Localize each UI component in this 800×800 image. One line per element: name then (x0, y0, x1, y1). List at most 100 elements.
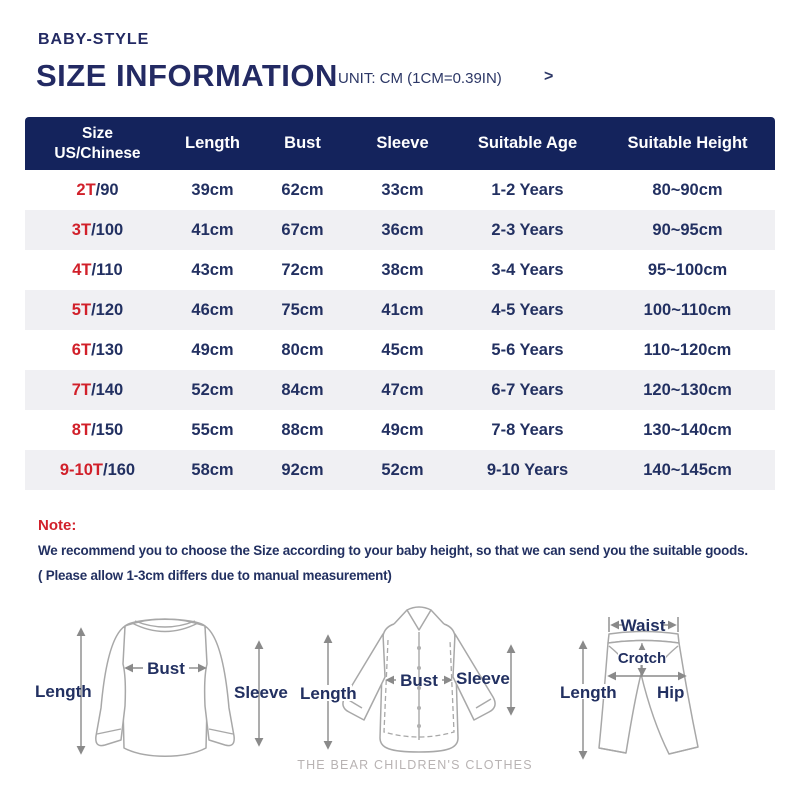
size-cn-label: /110 (91, 260, 123, 279)
pants-measure-diagram: Waist Crotch Hip Length (559, 616, 699, 760)
cell-height: 90~95cm (652, 220, 723, 239)
header-cell-sleeve: Sleeve (376, 134, 429, 152)
cell-height: 100~110cm (643, 300, 732, 319)
cell-bust: 80cm (281, 340, 324, 359)
cell-height: 140~145cm (643, 460, 732, 479)
pants-hip-label: Hip (657, 683, 684, 702)
table-row: 5T/120 46cm 75cm 41cm 4-5 Years 100~110c… (25, 290, 775, 330)
cell-length: 41cm (191, 220, 234, 239)
size-cn-label: /140 (91, 380, 124, 399)
brand-watermark: THE BEAR CHILDREN'S CLOTHES (297, 758, 533, 772)
shirt-drawing (342, 606, 496, 753)
cell-size: 3T/100 (25, 221, 170, 240)
size-us-label: 2T (76, 180, 96, 199)
cell-height: 120~130cm (643, 380, 732, 399)
size-us-label: 4T (72, 260, 92, 279)
note-line-1: We recommend you to choose the Size acco… (38, 543, 748, 558)
pants-waist-label: Waist (621, 616, 666, 635)
cell-sleeve: 52cm (381, 460, 424, 479)
note-line-2: ( Please allow 1-3cm differs due to manu… (38, 568, 392, 583)
cell-height: 80~90cm (652, 180, 723, 199)
cell-length: 58cm (191, 460, 234, 479)
cell-age: 3-4 Years (491, 260, 564, 279)
cell-age: 7-8 Years (491, 420, 564, 439)
cell-size: 7T/140 (25, 381, 170, 400)
cell-size: 8T/150 (25, 421, 170, 440)
size-cn-label: /100 (91, 220, 124, 239)
cell-bust: 88cm (281, 420, 324, 439)
header-cell-height: Suitable Height (627, 134, 748, 152)
cell-age: 2-3 Years (491, 220, 564, 239)
shirt-sleeve-label: Sleeve (456, 669, 510, 688)
tshirt-length-label: Length (35, 682, 92, 701)
cell-sleeve: 45cm (381, 340, 424, 359)
brand-text: BABY-STYLE (38, 31, 150, 48)
table-row: 6T/130 49cm 80cm 45cm 5-6 Years 110~120c… (25, 330, 775, 370)
size-table: Size US/Chinese Length Bust Sleeve Suitab… (25, 117, 775, 490)
cell-sleeve: 47cm (381, 380, 424, 399)
cell-age: 9-10 Years (486, 460, 569, 479)
table-row: 3T/100 41cm 67cm 36cm 2-3 Years 90~95cm (25, 210, 775, 250)
cell-bust: 84cm (281, 380, 324, 399)
header-size-line1: Size (81, 124, 113, 142)
size-cn-label: /90 (95, 180, 119, 199)
size-us-label: 7T (71, 380, 92, 399)
cell-length: 49cm (191, 340, 234, 359)
cell-age: 6-7 Years (491, 380, 564, 399)
header-cell-length: Length (185, 134, 240, 152)
table-row: 8T/150 55cm 88cm 49cm 7-8 Years 130~140c… (25, 410, 775, 450)
size-us-label: 6T (71, 340, 92, 359)
cell-sleeve: 33cm (381, 180, 424, 199)
table-header-row: Size US/Chinese Length Bust Sleeve Suitab… (25, 117, 775, 170)
cell-height: 130~140cm (643, 420, 732, 439)
tshirt-sleeve-label: Sleeve (234, 683, 288, 702)
tshirt-drawing (95, 618, 235, 757)
note-label: Note: (38, 517, 77, 534)
header-cell-age: Suitable Age (477, 134, 578, 152)
table-row: 2T/90 39cm 62cm 33cm 1-2 Years 80~90cm (25, 170, 775, 210)
header-size-line2: US/Chinese (54, 144, 141, 162)
page-title: SIZE INFORMATION (36, 58, 338, 93)
size-us-label: 5T (71, 300, 92, 319)
size-us-label: 3T (71, 220, 92, 239)
shirt-measure-diagram: Length Bust Sleeve (300, 606, 516, 753)
size-us-label: 8T (71, 420, 92, 439)
cell-sleeve: 38cm (381, 260, 424, 279)
cell-length: 52cm (191, 380, 234, 399)
table-row: 9-10T/160 58cm 92cm 52cm 9-10 Years 140~… (25, 450, 775, 490)
size-cn-label: /120 (91, 300, 124, 319)
size-cn-label: /160 (102, 460, 136, 479)
cell-size: 5T/120 (25, 301, 170, 320)
table-row: 4T/110 43cm 72cm 38cm 3-4 Years 95~100cm (25, 250, 775, 290)
size-cn-label: /150 (91, 420, 124, 439)
pants-length-label: Length (560, 683, 617, 702)
cell-bust: 72cm (281, 260, 324, 279)
cell-age: 5-6 Years (491, 340, 564, 359)
cell-length: 43cm (191, 260, 234, 279)
unit-note: UNIT: CM (1CM=0.39IN) (338, 70, 502, 87)
cell-length: 39cm (191, 180, 234, 199)
cell-bust: 67cm (281, 220, 324, 239)
tshirt-measure-diagram: Length Bust Sleeve (35, 618, 288, 757)
chevron-right-icon: > (544, 68, 554, 85)
cell-bust: 62cm (281, 180, 324, 199)
cell-age: 1-2 Years (491, 180, 564, 199)
cell-length: 46cm (191, 300, 234, 319)
cell-height: 95~100cm (647, 260, 728, 279)
size-cn-label: /130 (91, 340, 124, 359)
pants-crotch-label: Crotch (618, 650, 666, 667)
size-us-label: 9-10T (59, 460, 103, 479)
table-row: 7T/140 52cm 84cm 47cm 6-7 Years 120~130c… (25, 370, 775, 410)
tshirt-bust-label: Bust (147, 659, 185, 678)
cell-age: 4-5 Years (491, 300, 564, 319)
cell-length: 55cm (191, 420, 234, 439)
cell-sleeve: 49cm (381, 420, 424, 439)
cell-bust: 75cm (281, 300, 324, 319)
shirt-bust-label: Bust (400, 671, 438, 690)
header-cell-size: Size US/Chinese (25, 124, 170, 164)
header-cell-bust: Bust (284, 134, 321, 152)
cell-size: 9-10T/160 (25, 461, 170, 480)
cell-sleeve: 41cm (381, 300, 424, 319)
cell-size: 2T/90 (25, 181, 170, 200)
